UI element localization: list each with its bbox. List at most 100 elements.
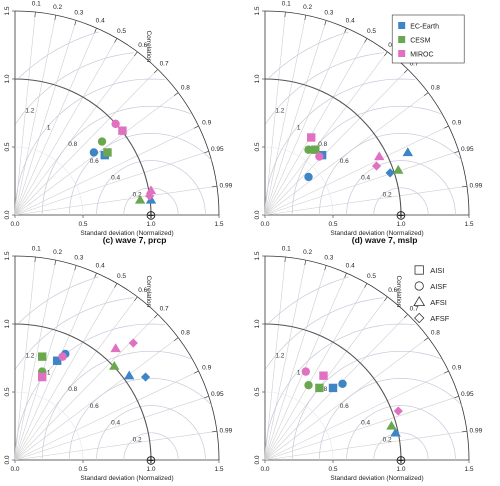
y-tick-label: 0.5 [254,142,261,151]
correlation-line [264,69,409,216]
correlation-tick-label: 0.5 [117,273,126,280]
reference-sd-arc [264,78,402,216]
correlation-line [14,38,118,216]
rms-arc [268,276,349,324]
rms-arc-label: 0.6 [90,403,99,410]
correlation-tick [324,20,327,26]
correlation-tick [203,396,209,399]
correlation-line [264,185,468,216]
data-point [328,383,338,393]
legend-label: EC-Earth [410,24,439,31]
correlation-line [264,272,347,461]
correlation-line [264,260,307,461]
correlation-tick [134,51,138,56]
x-tick-label: 0.5 [328,466,337,473]
y-tick-label: 1.0 [4,74,11,83]
rms-arc-label: 1.2 [275,108,284,115]
correlation-line [14,51,138,216]
correlation-tick [54,15,57,21]
rms-arc [41,350,192,461]
rms-arc-label: 0.4 [361,175,370,182]
correlation-tick [203,151,209,154]
data-point [304,172,313,182]
correlation-tick-label: 0.7 [410,60,419,67]
legend-marker [414,312,425,324]
legend-label: AISI [430,266,444,275]
correlation-tick-label: 0.99 [220,427,233,434]
x-tick-label: 1.0 [396,221,405,228]
correlation-tick [211,430,218,433]
correlation-line [264,20,327,216]
data-point [89,148,99,157]
correlation-line [14,125,199,216]
correlation-tick-label: 0.3 [74,9,83,16]
correlation-tick [54,260,57,266]
data-point [140,372,151,382]
data-point [103,148,112,157]
data-point [315,383,324,393]
correlation-line [14,69,159,216]
rms-arc [14,323,166,461]
rms-arc [265,297,384,369]
correlation-line [14,265,77,461]
correlation-line [14,283,118,461]
correlation-tick-label: 0.9 [452,365,461,372]
rms-arc-label: 0.6 [340,158,349,165]
data-point [145,194,157,204]
correlation-line [14,370,199,461]
correlation-tick [404,314,409,319]
correlation-line [14,430,218,461]
outer-arc [14,255,220,461]
rms-arc [15,297,134,369]
x-axis-label: Standard deviation (Normalized) [80,475,173,482]
correlation-tick [94,272,97,278]
rms-arc [291,105,442,216]
data-point [134,194,146,204]
correlation-tick-label: 0.5 [367,273,376,280]
rms-arc [268,31,349,79]
reference-point-marker: ⊕ [396,453,407,468]
correlation-tick-label: 0.2 [303,249,312,256]
correlation-tick [154,69,159,74]
correlation-tick-label: 0.7 [410,305,419,312]
correlation-line [264,51,388,216]
correlation-tick [193,370,199,374]
correlation-line [14,27,97,216]
correlation-tick-label: 0.5 [117,28,126,35]
experiment-legend: AISI AISF AFSI AFSF [413,265,450,324]
correlation-tick-label: 0.95 [211,146,224,153]
x-tick-label: 0.0 [260,221,269,228]
x-tick-label: 1.5 [214,466,223,473]
outer-arc [14,10,220,216]
correlation-tick-label: 0.5 [367,28,376,35]
rms-arc-label: 0.4 [361,420,370,427]
rms-arc-label: 1.2 [275,353,284,360]
model-legend: EC-Earth CESM MIROC [391,14,465,64]
correlation-line [264,256,286,461]
correlation-tick [94,27,97,33]
correlation-tick-label: 0.4 [346,17,355,24]
x-tick-label: 1.0 [146,466,155,473]
data-point [315,152,324,161]
legend-label: AISF [430,282,447,291]
y-tick-label: 0.0 [254,455,261,464]
correlation-axis-label: Correlation [145,30,152,62]
y-tick-label: 0.0 [4,455,11,464]
correlation-line [14,256,36,461]
y-tick-label: 1.0 [254,319,261,328]
rms-arc-label: 0.8 [68,141,77,148]
correlation-tick [34,256,36,263]
correlation-line [14,260,57,461]
data-point [304,145,313,154]
rms-arc [346,160,456,215]
rms-arc [69,133,212,215]
sd-arc [264,391,334,461]
correlation-tick [284,256,286,263]
correlation-tick-label: 0.95 [461,146,474,153]
correlation-tick-label: 0.6 [388,287,397,294]
correlation-tick [211,185,218,188]
correlation-line [14,296,138,461]
correlation-line [264,11,286,216]
rms-arc [14,78,166,216]
